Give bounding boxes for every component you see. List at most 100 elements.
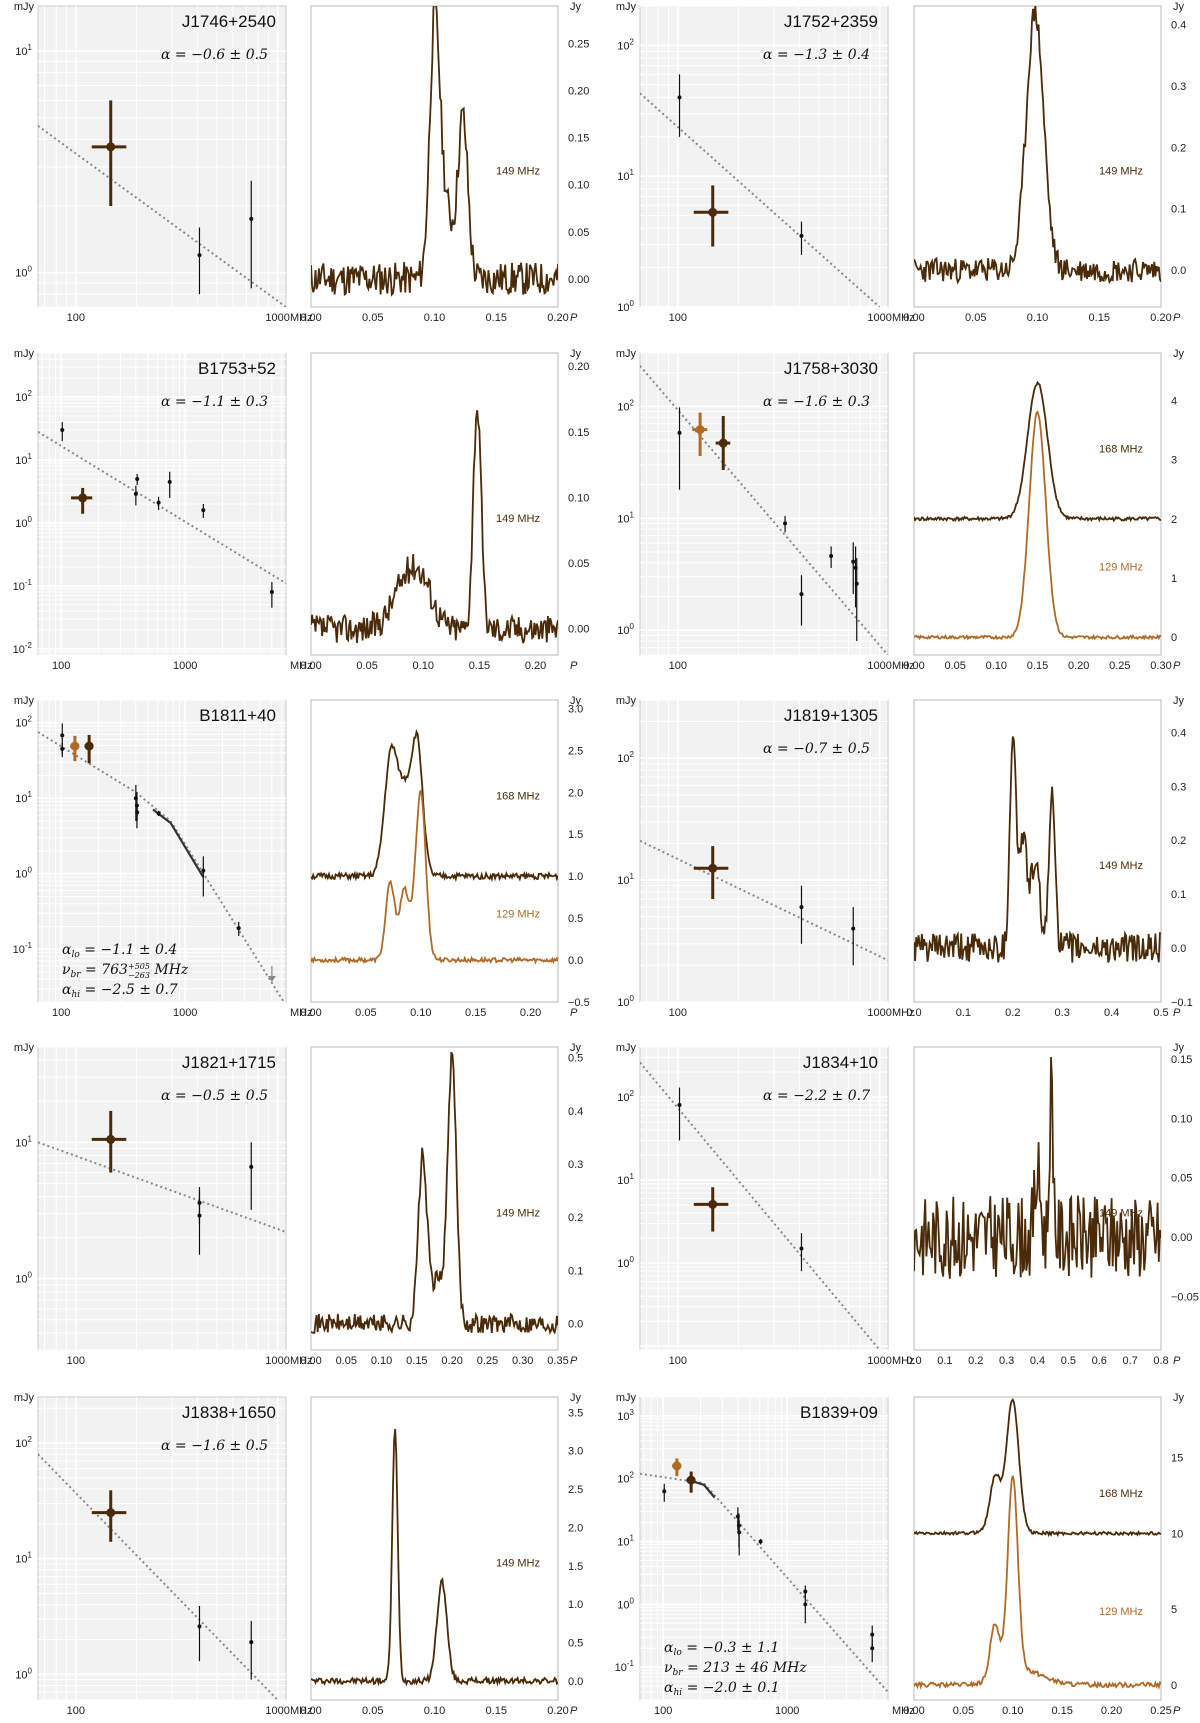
profile-series [311, 1428, 558, 1687]
frequency-label: 149 MHz [496, 1558, 540, 1570]
x-tick-label: 0.15 [486, 1705, 507, 1717]
spectrum-plot-area [38, 422, 286, 608]
x-tick-label: 0.10 [986, 660, 1007, 672]
y-tick-label: 0.05 [568, 227, 589, 239]
data-point [870, 1632, 875, 1637]
lofar-point [718, 438, 728, 448]
x-tick-label: 1000 [867, 1355, 891, 1367]
y-tick-label: 0.05 [1171, 1173, 1192, 1185]
y-tick-label: 0 [1171, 632, 1177, 644]
broken-fit-parameter: νbr = 213 ± 46 MHz [664, 1660, 807, 1678]
y-tick-label: −0.1 [1171, 997, 1193, 1009]
profile-panel-0: 0.00 0.05 0.10 0.15 0.20 P0.000.050.100.150.2… [300, 1, 589, 324]
y-tick-label: 102 [15, 1435, 32, 1450]
x-tick-label: 0.10 [424, 312, 445, 324]
x-tick-label: 0.20 [1101, 1705, 1122, 1717]
y-tick-label: 100 [15, 1666, 32, 1681]
y-tick-label: 100 [617, 1596, 634, 1611]
spectrum-panel-1: 100 1000 MHz mJy 100 101 102 J1752+2359 α = −1.3… [616, 1, 915, 324]
profile-plot-area [311, 1051, 558, 1335]
x-tick-label: 0.8 [1153, 1355, 1168, 1367]
y-tick-label: 0.5 [568, 1637, 583, 1649]
lofar-point [70, 741, 80, 751]
y-tick-label: 0.3 [568, 1159, 583, 1171]
frequency-label: 168 MHz [496, 791, 540, 803]
data-point [156, 500, 161, 505]
y-tick-label: 0.20 [568, 86, 589, 98]
profile-plot-area [311, 1428, 558, 1687]
data-point [799, 233, 804, 238]
x-tick-label: 0.10 [413, 660, 434, 672]
y-axis-unit: Jy [570, 348, 582, 360]
y-tick-label: 101 [617, 168, 634, 183]
x-tick-label: 1000 [265, 1355, 289, 1367]
x-tick-label: 100 [669, 1355, 687, 1367]
x-tick-label: 0.6 [1092, 1355, 1107, 1367]
y-tick-label: 0.1 [568, 1265, 583, 1277]
data-point [677, 430, 682, 435]
profile-series [914, 1397, 1161, 1538]
y-tick-label: 102 [617, 750, 634, 765]
profile-series [914, 736, 1161, 963]
y-tick-label: 101 [15, 1134, 32, 1149]
x-tick-label: 100 [654, 1705, 672, 1717]
x-axis-unit: P [570, 660, 578, 672]
y-tick-label: 100 [15, 1271, 32, 1286]
frequency-label: 168 MHz [1099, 1488, 1143, 1500]
power-law-fit [38, 1453, 279, 1700]
y-tick-label: 0.3 [1171, 781, 1186, 793]
y-tick-label: 0.1 [1171, 889, 1186, 901]
y-axis-unit: mJy [14, 1392, 35, 1404]
x-tick-label: 0.05 [965, 312, 986, 324]
upper-limit-arrow [267, 975, 276, 982]
spectrum-background [639, 699, 889, 1003]
x-tick-label: 0.05 [944, 660, 965, 672]
x-tick-label: 0.35 [547, 1355, 568, 1367]
y-tick-label: 0.15 [568, 133, 589, 145]
x-tick-label: 0.00 [300, 1007, 321, 1019]
y-tick-label: 0.0 [568, 1676, 583, 1688]
x-axis-unit: MHz [892, 1355, 915, 1367]
broken-fit-parameter: αlo = −1.1 ± 0.4 [62, 942, 177, 960]
spectrum-panel-5: 100 1000 MHz mJy 100 101 102 J1819+1305 α = −0.7… [616, 695, 915, 1019]
y-axis-unit: mJy [616, 1392, 637, 1404]
broken-fit-parameter: νbr = 763+505 −263 MHz [62, 962, 189, 980]
x-tick-label: 0.00 [300, 1355, 321, 1367]
lofar-point [84, 741, 94, 751]
spectrum-panel-4: 100 1000 MHz mJy 10-1 100 101 102 B1811+40 αlo = … [13, 695, 313, 1019]
power-law-fit [640, 839, 888, 962]
x-tick-label: 100 [52, 1007, 70, 1019]
spectrum-background [639, 5, 889, 308]
profile-frame [310, 352, 559, 656]
x-tick-label: 0.05 [362, 1705, 383, 1717]
y-tick-label: 101 [617, 872, 634, 887]
frequency-label: 129 MHz [1099, 1606, 1143, 1618]
x-axis-unit: MHz [892, 312, 915, 324]
y-axis-unit: Jy [570, 1392, 582, 1404]
spectral-index: α = −1.3 ± 0.4 [763, 47, 870, 63]
data-point [60, 427, 65, 432]
x-tick-label: 0.05 [953, 1705, 974, 1717]
y-tick-label: 5 [1171, 1604, 1177, 1616]
data-point [60, 746, 65, 751]
y-tick-label: 100 [617, 622, 634, 637]
profile-frame [913, 5, 1162, 308]
x-tick-label: 0.30 [1150, 660, 1171, 672]
profile-plot-area [311, 410, 558, 644]
x-tick-label: 0.2 [1005, 1007, 1020, 1019]
y-tick-label: 0.15 [568, 427, 589, 439]
profile-series [914, 1475, 1161, 1690]
pulsar-name: J1758+3030 [784, 359, 878, 378]
x-tick-label: 1000 [867, 660, 891, 672]
y-tick-label: −0.05 [1171, 1292, 1199, 1304]
spectrum-panel-3: 100 1000 MHz mJy 100 101 102 J1758+3030 α = −1.6… [616, 348, 915, 672]
data-point [829, 554, 834, 559]
broken-fit-parameter: αlo = −0.3 ± 1.1 [664, 1640, 779, 1658]
x-axis-unit: MHz [290, 1705, 313, 1717]
y-tick-label: 101 [15, 43, 32, 58]
x-tick-label: 0.15 [406, 1355, 427, 1367]
y-tick-label: 100 [15, 265, 32, 280]
frequency-label: 129 MHz [496, 908, 540, 920]
y-tick-label: 102 [617, 37, 634, 52]
y-tick-label: 0.1 [1171, 204, 1186, 216]
